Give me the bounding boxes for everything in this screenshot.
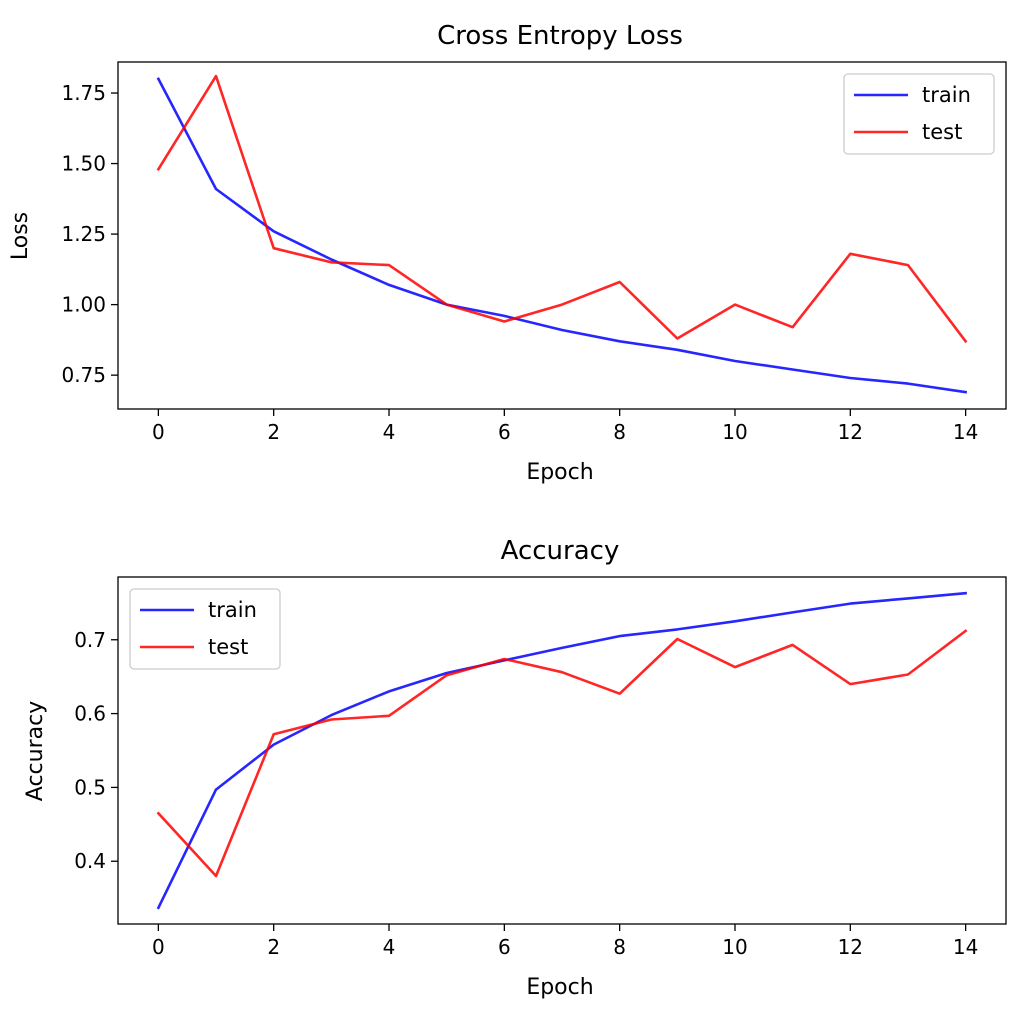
accuracy-y-axis-label: Accuracy [23, 701, 48, 801]
loss-x-tick-label: 10 [722, 420, 747, 444]
accuracy-x-tick-label: 0 [152, 935, 165, 959]
accuracy-x-tick-label: 10 [722, 935, 747, 959]
accuracy-plot-frame [117, 576, 1007, 925]
loss-x-axis-label: Epoch [526, 460, 593, 485]
loss-x-tick-label: 8 [613, 420, 626, 444]
accuracy-legend-test-label: test [208, 635, 248, 659]
accuracy-legend-train-label: train [208, 598, 257, 622]
accuracy-y-tick-label: 0.4 [74, 849, 106, 873]
loss-legend-train-label: train [922, 83, 971, 107]
loss-y-tick-label: 1.50 [61, 152, 106, 176]
accuracy-chart: Accuracy Epoch Accuracy 0 2 4 6 8 10 12 14 0.4 0.… [23, 536, 1007, 1000]
loss-chart: Cross Entropy Loss Epoch Loss 0 2 4 6 8 10 12 1… [8, 21, 1007, 485]
accuracy-x-tick-label: 4 [383, 935, 396, 959]
loss-x-tick-label: 2 [267, 420, 280, 444]
accuracy-x-tick-label: 2 [267, 935, 280, 959]
loss-y-tick-label: 0.75 [61, 363, 106, 387]
accuracy-chart-title: Accuracy [501, 536, 620, 566]
loss-x-tick-label: 6 [498, 420, 511, 444]
loss-y-tick-label: 1.25 [61, 222, 106, 246]
loss-chart-title: Cross Entropy Loss [437, 21, 683, 51]
loss-plot-frame [117, 61, 1007, 410]
loss-x-tick-label: 0 [152, 420, 165, 444]
loss-ticks: 0 2 4 6 8 10 12 14 0.75 1.00 1.25 1.50 1.75 [61, 81, 978, 444]
loss-legend-box [843, 73, 995, 155]
accuracy-legend-box [129, 588, 281, 670]
accuracy-x-tick-label: 14 [953, 935, 978, 959]
loss-x-tick-label: 12 [838, 420, 863, 444]
loss-y-tick-label: 1.75 [61, 81, 106, 105]
loss-y-tick-label: 1.00 [61, 293, 106, 317]
accuracy-x-tick-label: 8 [613, 935, 626, 959]
loss-legend-test-label: test [922, 120, 962, 144]
accuracy-x-tick-label: 6 [498, 935, 511, 959]
accuracy-y-tick-label: 0.6 [74, 702, 106, 726]
loss-test-line [156, 74, 968, 344]
accuracy-x-tick-label: 12 [838, 935, 863, 959]
loss-legend: train test [843, 73, 995, 155]
accuracy-y-tick-label: 0.5 [74, 775, 106, 799]
loss-x-tick-label: 4 [383, 420, 396, 444]
loss-y-axis-label: Loss [8, 212, 33, 260]
loss-train-line [156, 77, 968, 394]
loss-series-lines [156, 74, 968, 394]
accuracy-series-lines [156, 591, 968, 910]
accuracy-legend: train test [129, 588, 281, 670]
loss-x-tick-label: 14 [953, 420, 978, 444]
accuracy-train-line [156, 591, 968, 910]
accuracy-test-line [156, 629, 968, 878]
accuracy-y-tick-label: 0.7 [74, 628, 106, 652]
accuracy-ticks: 0 2 4 6 8 10 12 14 0.4 0.5 0.6 0.7 [74, 628, 978, 959]
accuracy-x-axis-label: Epoch [526, 975, 593, 1000]
